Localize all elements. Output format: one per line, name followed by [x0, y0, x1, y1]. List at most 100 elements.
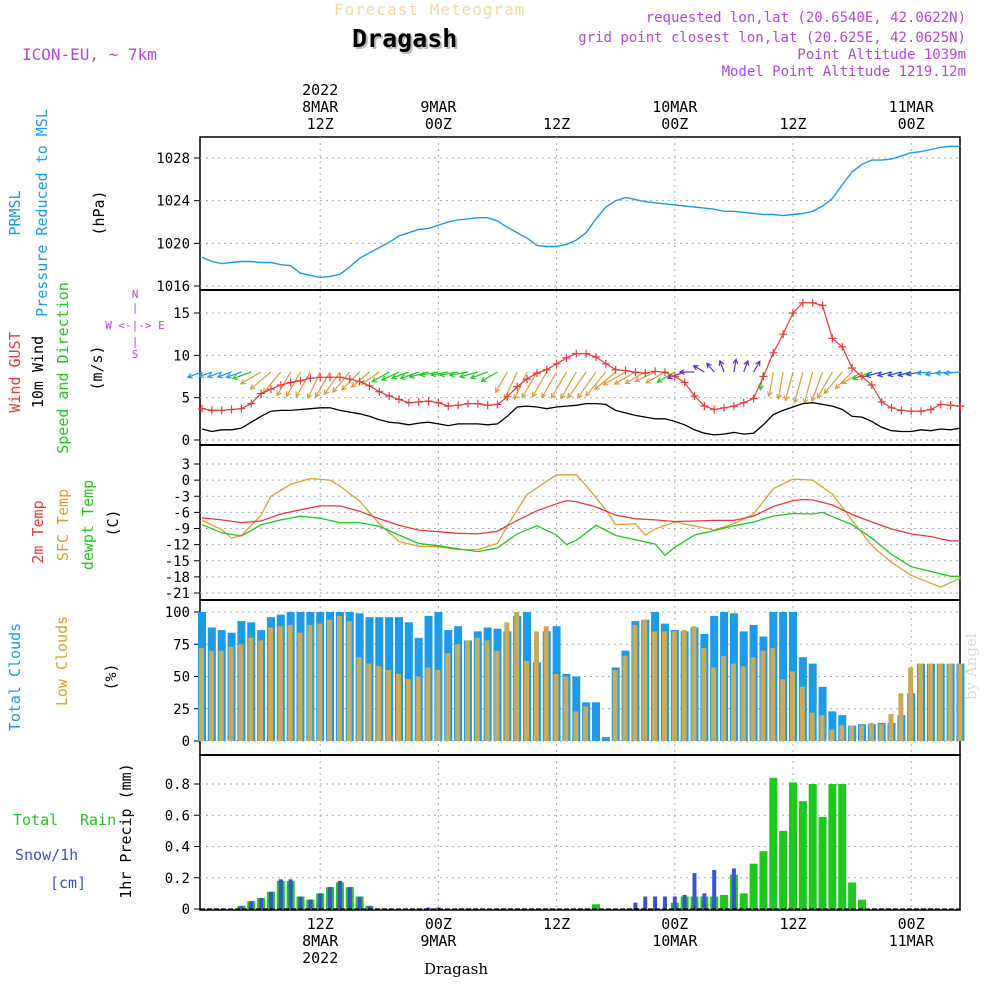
- wind-gust-marker: [582, 349, 591, 358]
- wind-arrow-head: [792, 397, 799, 404]
- low-cloud-bar: [346, 621, 352, 741]
- low-cloud-bar: [573, 711, 579, 741]
- wind-gust-marker: [385, 391, 394, 400]
- low-cloud-bar: [711, 667, 717, 741]
- wind-arrow-head: [841, 378, 848, 385]
- wind-speed-line: [201, 402, 961, 436]
- wind-gust-marker: [306, 374, 315, 383]
- y-tick-label-precip: 0.2: [165, 871, 190, 887]
- low-cloud-bar: [652, 631, 658, 741]
- snow-bar: [328, 887, 333, 909]
- wind-gust-marker: [739, 398, 748, 407]
- y-tick-label-pres: 1028: [156, 151, 190, 167]
- wind-gust-marker: [532, 369, 541, 378]
- wind-direction-arrow: [400, 371, 419, 380]
- wind-direction-arrow: [614, 371, 636, 385]
- low-cloud-bar: [415, 676, 421, 741]
- wind-gust-marker: [404, 398, 413, 407]
- location-title: Dragash: [352, 24, 458, 53]
- low-cloud-bar: [199, 648, 204, 741]
- snow-bar: [367, 905, 372, 909]
- wind-gust-marker: [207, 406, 216, 415]
- low-cloud-bar: [583, 706, 589, 741]
- wind-arrow-head: [531, 391, 538, 398]
- total-cloud-bar: [779, 612, 788, 741]
- y-tick-label-temp: -6: [173, 505, 190, 521]
- wind-gust-marker: [926, 405, 935, 414]
- low-cloud-bar: [258, 640, 264, 741]
- total-cloud-bar: [601, 737, 610, 741]
- low-cloud-bar: [494, 650, 500, 741]
- wind-direction-arrow: [560, 371, 577, 399]
- wind-arrow-head: [307, 393, 313, 400]
- top-title: Forecast Meteogram: [334, 0, 526, 19]
- top-time-label: 00Z: [661, 115, 688, 133]
- wind-direction-arrow: [794, 371, 804, 403]
- low-cloud-bar: [632, 624, 638, 741]
- wind-direction-arrow: [504, 371, 518, 399]
- snow-bar: [308, 899, 313, 909]
- wind-gust-marker: [917, 407, 926, 416]
- wind-direction-arrow: [226, 371, 242, 378]
- wind-gust-marker: [956, 402, 965, 411]
- wind-gust-marker: [867, 380, 876, 389]
- low-cloud-bar: [327, 619, 333, 741]
- low-cloud-bar: [612, 670, 618, 741]
- y-tick-label-temp: -9: [173, 522, 190, 538]
- wind-direction-arrow: [521, 371, 538, 398]
- wind-gust-marker: [838, 342, 847, 351]
- y-tick-label-cloud: 100: [165, 605, 190, 621]
- wind-direction-arrow: [449, 371, 469, 376]
- wind-arrow-head: [810, 396, 817, 403]
- wind-direction-arrow: [816, 371, 833, 399]
- rain-bar: [592, 904, 600, 909]
- wind-arrow-head: [438, 371, 445, 378]
- wind-direction-arrow: [625, 371, 646, 384]
- wind-gust-marker: [601, 359, 610, 368]
- wind-direction-arrow: [877, 371, 892, 377]
- wind-arrow-head: [469, 374, 476, 380]
- low-cloud-bar: [553, 673, 559, 741]
- low-cloud-bar: [701, 648, 707, 741]
- top-time-label: 12Z: [543, 115, 570, 133]
- bottom-time-label: 11MAR: [889, 932, 935, 950]
- wind-arrow-head: [743, 359, 750, 366]
- wind-direction-arrow: [481, 371, 498, 382]
- wind-arrow-head: [249, 384, 256, 391]
- bottom-time-label: 8MAR: [302, 932, 339, 950]
- wind-arrow-head: [350, 382, 357, 388]
- low-cloud-bar: [376, 666, 382, 741]
- low-cloud-bar: [543, 626, 549, 741]
- wind-direction-arrow: [240, 371, 262, 385]
- wind-arrow-head: [924, 371, 931, 377]
- wind-gust-marker: [375, 387, 384, 396]
- snow-bar: [259, 898, 264, 909]
- low-cloud-bar: [642, 619, 648, 741]
- low-cloud-bar: [622, 655, 628, 741]
- low-cloud-bar: [799, 686, 805, 741]
- wind-gust-marker: [296, 376, 305, 385]
- wind-gust-marker: [700, 402, 709, 411]
- rain-bar: [749, 863, 758, 909]
- wind-gust-marker: [414, 397, 423, 406]
- wind-direction-arrow: [693, 365, 705, 373]
- wind-arrow-head: [560, 393, 566, 400]
- wind-arrow-head: [216, 372, 223, 379]
- snow-bar: [633, 902, 638, 909]
- wind-arrow-head: [823, 388, 830, 395]
- low-cloud-bar: [878, 724, 884, 741]
- wind-gust-marker: [877, 397, 886, 406]
- low-cloud-bar: [474, 637, 480, 741]
- wind-gust-marker: [818, 301, 827, 310]
- y-tick-label-cloud: 25: [173, 702, 190, 718]
- wind-arrow-head: [231, 374, 238, 380]
- snow-bar: [239, 905, 244, 909]
- wind-arrow-head: [934, 370, 941, 376]
- wind-gust-marker: [424, 397, 433, 406]
- wind-gust-marker: [779, 330, 788, 339]
- wind-arrow-head: [541, 392, 547, 399]
- snow-bar: [682, 894, 687, 909]
- wind-arrow-head: [943, 370, 950, 376]
- wind-gust-marker: [690, 391, 699, 400]
